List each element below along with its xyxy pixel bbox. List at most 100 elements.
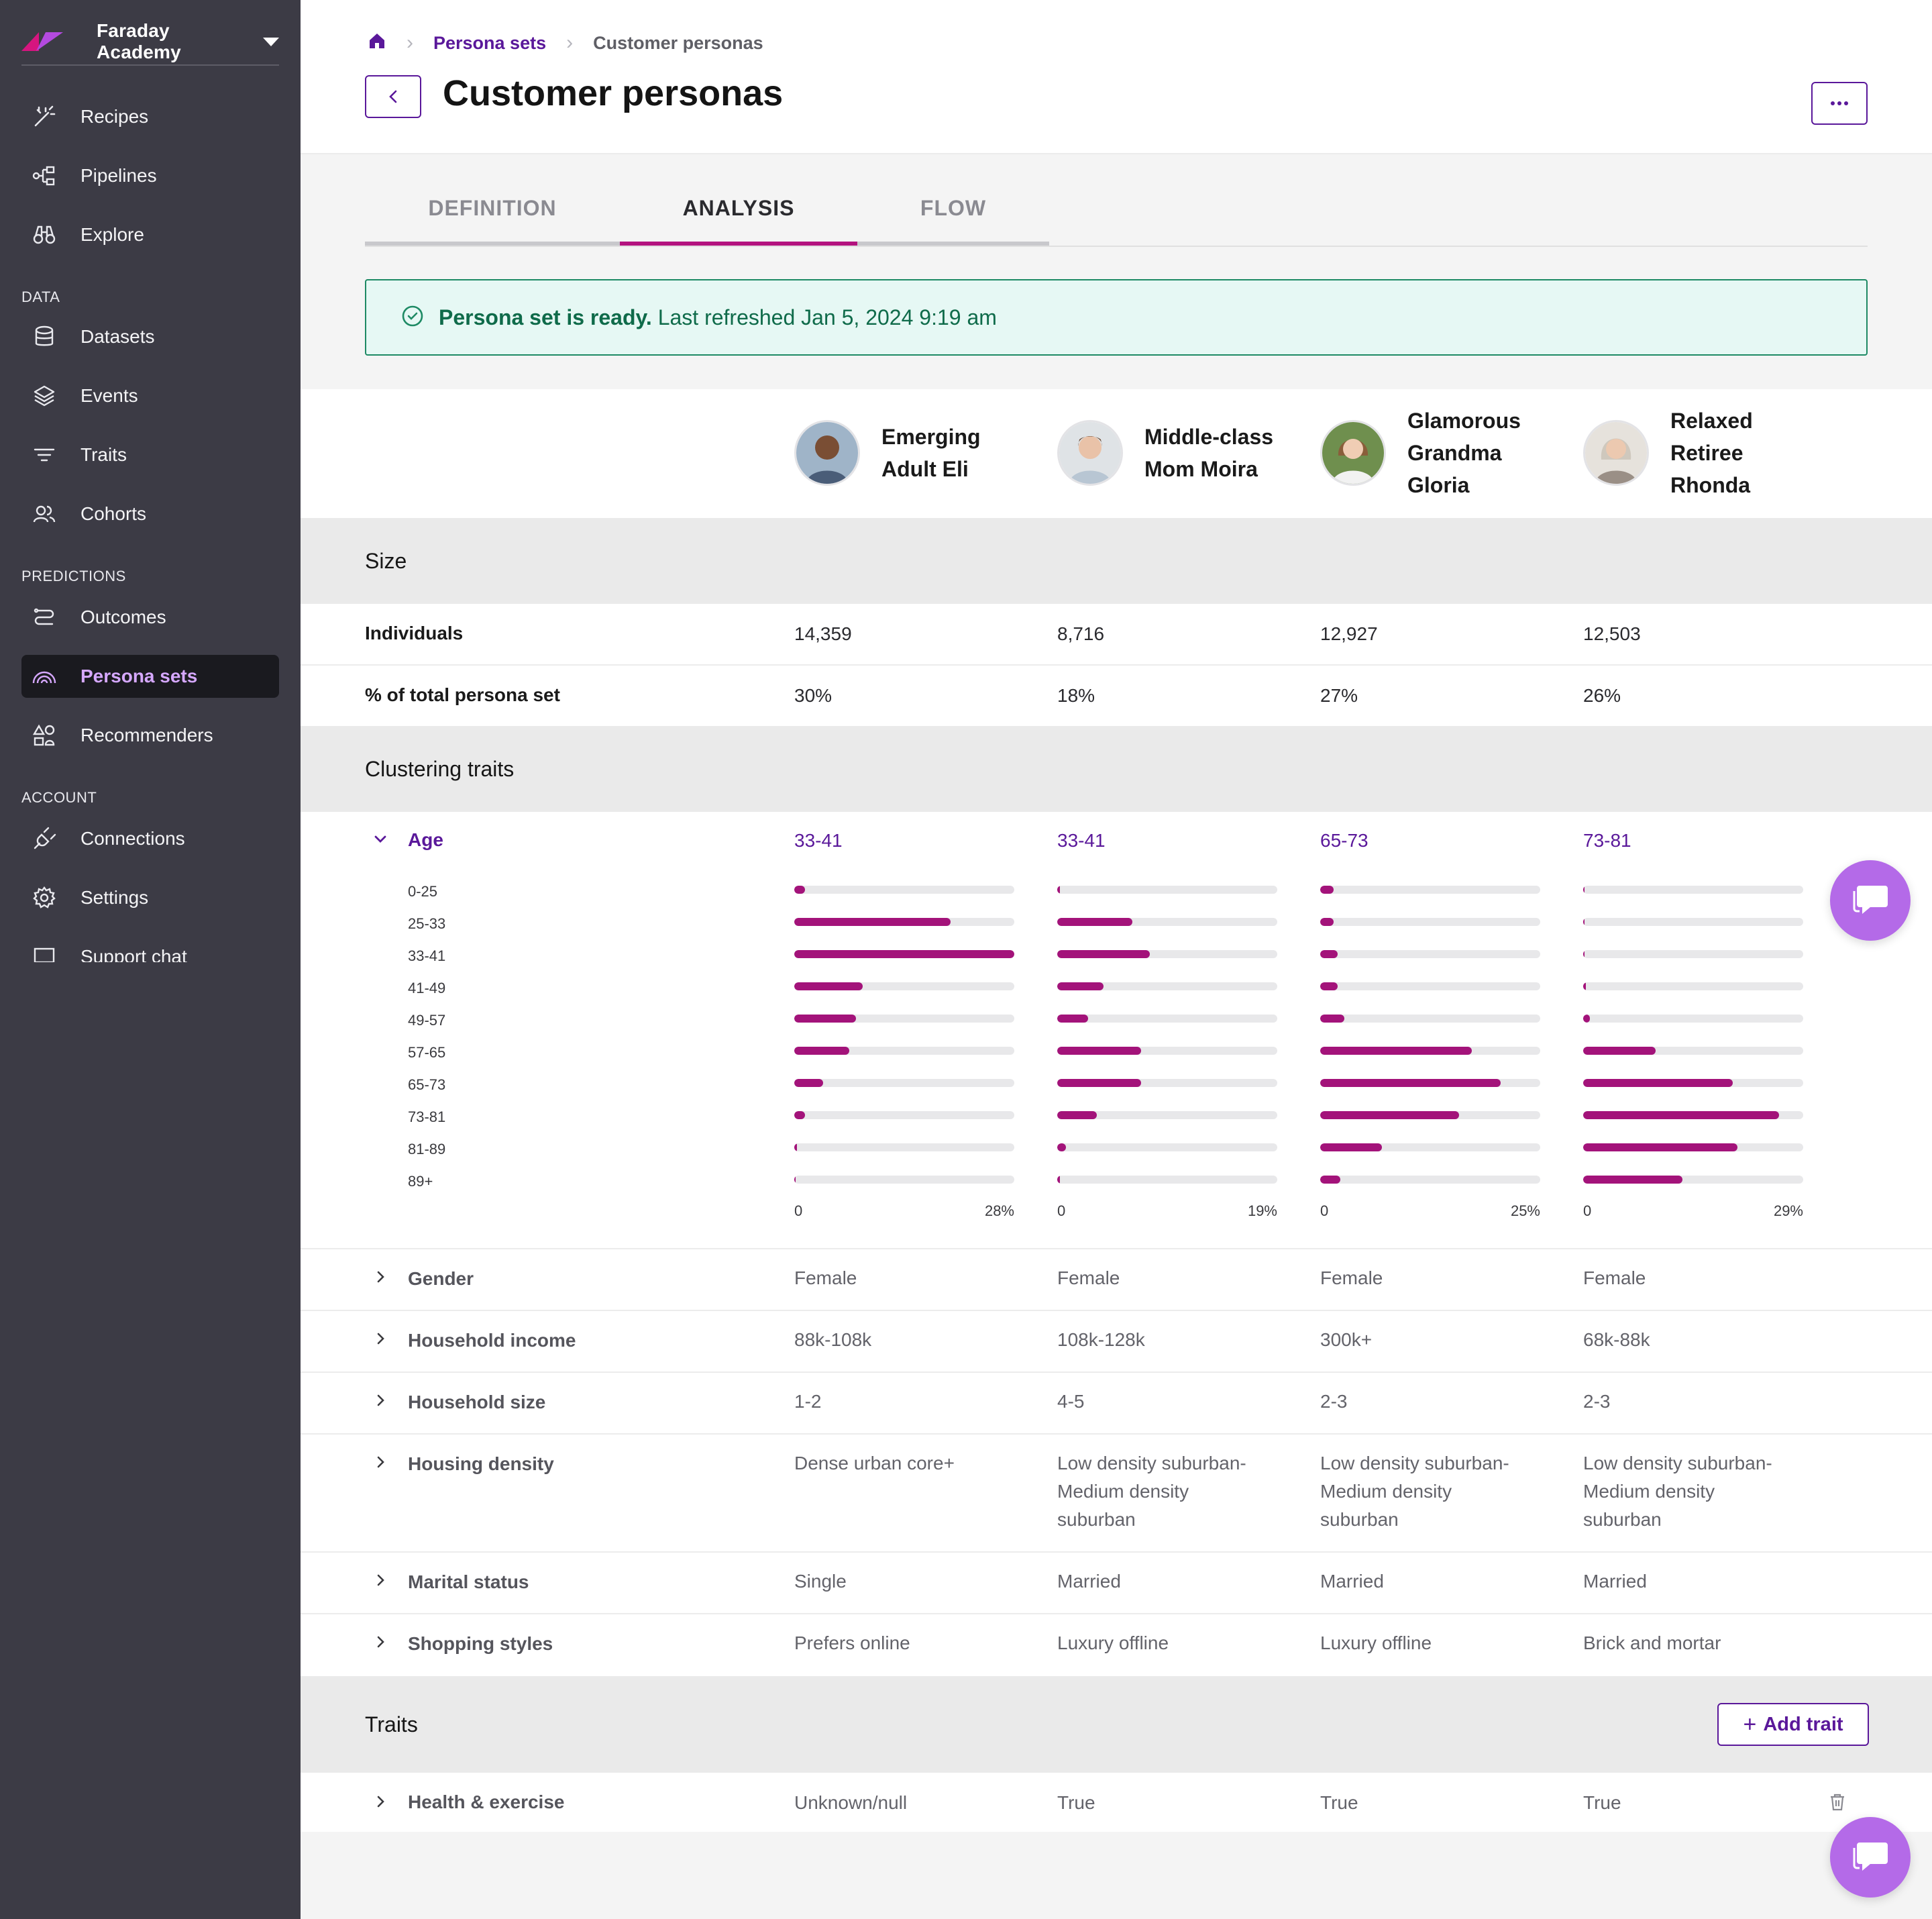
chevron-right-icon: › xyxy=(566,32,574,54)
cell-value: True xyxy=(1057,1792,1095,1813)
age-bar-track xyxy=(1057,1079,1277,1087)
age-bar-track xyxy=(1583,950,1803,958)
age-bar-track xyxy=(1320,1143,1540,1151)
breadcrumb-persona-sets[interactable]: Persona sets xyxy=(433,32,547,53)
chevron-right-icon[interactable] xyxy=(373,1331,388,1349)
row-label[interactable]: Gender xyxy=(408,1268,474,1289)
sidebar-item-label: Cohorts xyxy=(80,503,147,524)
tab-analysis[interactable]: ANALYSIS xyxy=(620,174,857,246)
persona-name: Middle-class Mom Moira xyxy=(1144,425,1274,481)
row-label[interactable]: Household income xyxy=(408,1330,576,1351)
cell-value: 33-41 xyxy=(1057,830,1106,851)
age-bar-track xyxy=(1057,1143,1277,1151)
sidebar-clip: Support chat xyxy=(21,935,279,962)
age-bar-track xyxy=(794,1047,1014,1055)
tab-flow[interactable]: FLOW xyxy=(857,174,1049,246)
persona-header[interactable]: Middle-class Mom Moira xyxy=(1057,389,1273,517)
sidebar-item-pipelines[interactable]: Pipelines xyxy=(21,154,279,197)
sidebar-item-recommenders[interactable]: Recommenders xyxy=(21,714,279,757)
section-clustering-traits: Clustering traits xyxy=(301,726,1932,812)
cell-value: Female xyxy=(1057,1267,1120,1288)
more-options-button[interactable] xyxy=(1811,82,1868,125)
sidebar: Faraday Academy Recipes Pipelines Explor… xyxy=(0,0,301,1919)
breadcrumb: › Persona sets › Customer personas xyxy=(368,30,763,56)
age-bar xyxy=(1583,1143,1737,1151)
support-chat-button-secondary[interactable] xyxy=(1830,1817,1911,1898)
sidebar-item-label: Recipes xyxy=(80,106,149,127)
cell-value: Married xyxy=(1057,1571,1121,1592)
chevron-right-icon[interactable] xyxy=(373,1393,388,1411)
age-axis-min: 0 xyxy=(1320,1202,1329,1219)
sidebar-item-explore[interactable]: Explore xyxy=(21,213,279,256)
sidebar-item-outcomes[interactable]: Outcomes xyxy=(21,596,279,639)
row-label[interactable]: Marital status xyxy=(408,1571,529,1592)
sidebar-item-traits[interactable]: Traits xyxy=(21,433,279,476)
cell-value: 4-5 xyxy=(1057,1391,1085,1412)
row-label[interactable]: Age xyxy=(408,829,443,850)
status-bold: Persona set is ready. xyxy=(439,305,652,329)
tab-bar: DEFINITION ANALYSIS FLOW xyxy=(365,174,1868,247)
trash-icon[interactable] xyxy=(1829,1793,1846,1815)
cell-value: 300k+ xyxy=(1320,1329,1373,1350)
sidebar-item-recipes[interactable]: Recipes xyxy=(21,95,279,138)
chevron-right-icon[interactable] xyxy=(373,1455,388,1473)
age-bar-track xyxy=(1583,918,1803,926)
back-button[interactable] xyxy=(365,75,421,118)
age-bar-track xyxy=(1057,1047,1277,1055)
cell-value: 2-3 xyxy=(1583,1391,1611,1412)
sidebar-item-connections[interactable]: Connections xyxy=(21,817,279,860)
chevron-right-icon[interactable] xyxy=(373,1794,388,1812)
workspace-switcher[interactable]: Faraday Academy xyxy=(21,19,279,66)
age-bar xyxy=(1320,1143,1382,1151)
age-bar-track xyxy=(1057,982,1277,990)
age-bar xyxy=(1583,950,1585,958)
chevron-right-icon[interactable] xyxy=(373,1269,388,1288)
cell-value: 88k-108k xyxy=(794,1329,872,1350)
cell-value: 108k-128k xyxy=(1057,1329,1145,1350)
filter-icon xyxy=(31,442,58,468)
tab-definition[interactable]: DEFINITION xyxy=(365,174,620,246)
chat-bubble-icon xyxy=(1853,1843,1888,1871)
row-label[interactable]: Housing density xyxy=(408,1453,554,1474)
age-bar-track xyxy=(1583,982,1803,990)
cell-value: 12,927 xyxy=(1320,623,1378,644)
age-bar-track xyxy=(1320,982,1540,990)
table-row-pct-total: % of total persona set 30% 18% 27% 26% xyxy=(301,666,1932,726)
age-axis-max: 25% xyxy=(1510,1202,1540,1219)
table-row: Household income 88k-108k 108k-128k 300k+ 68… xyxy=(301,1311,1932,1373)
sidebar-item-support-chat[interactable]: Support chat xyxy=(21,935,279,962)
cell-value: 18% xyxy=(1057,685,1095,706)
chevron-right-icon[interactable] xyxy=(373,1573,388,1591)
add-trait-button[interactable]: + Add trait xyxy=(1717,1703,1869,1746)
age-bar xyxy=(794,1111,806,1119)
sidebar-item-persona-sets[interactable]: Persona sets xyxy=(21,655,279,698)
sidebar-item-label: Connections xyxy=(80,828,185,849)
sidebar-item-datasets[interactable]: Datasets xyxy=(21,315,279,358)
section-title: Traits xyxy=(365,1712,418,1736)
row-label[interactable]: Shopping styles xyxy=(408,1633,553,1654)
support-chat-button[interactable] xyxy=(1830,860,1911,941)
age-bar-track xyxy=(1320,1015,1540,1023)
page-title: Customer personas xyxy=(443,73,784,113)
chevron-right-icon[interactable] xyxy=(373,1635,388,1653)
age-bar xyxy=(1320,886,1334,894)
age-axis-min: 0 xyxy=(794,1202,803,1219)
sidebar-item-events[interactable]: Events xyxy=(21,374,279,417)
table-row: Shopping styles Prefers online Luxury offl… xyxy=(301,1614,1932,1675)
cell-value: Brick and mortar xyxy=(1583,1632,1721,1653)
cell-value: Female xyxy=(1320,1267,1383,1288)
chevron-down-icon[interactable] xyxy=(373,832,388,850)
sidebar-item-cohorts[interactable]: Cohorts xyxy=(21,492,279,535)
age-bar-track xyxy=(1583,1143,1803,1151)
cell-value: Prefers online xyxy=(794,1632,910,1653)
cell-value: Single xyxy=(794,1571,847,1592)
persona-header[interactable]: Glamorous Grandma Gloria xyxy=(1320,389,1521,517)
row-label[interactable]: Health & exercise xyxy=(408,1792,565,1812)
row-label[interactable]: Household size xyxy=(408,1392,546,1412)
persona-header[interactable]: Relaxed Retiree Rhonda xyxy=(1583,389,1753,517)
sidebar-item-settings[interactable]: Settings xyxy=(21,876,279,919)
persona-header[interactable]: Emerging Adult Eli xyxy=(794,389,981,517)
database-icon xyxy=(31,323,58,350)
home-icon[interactable] xyxy=(368,32,386,55)
users-icon xyxy=(31,501,58,527)
